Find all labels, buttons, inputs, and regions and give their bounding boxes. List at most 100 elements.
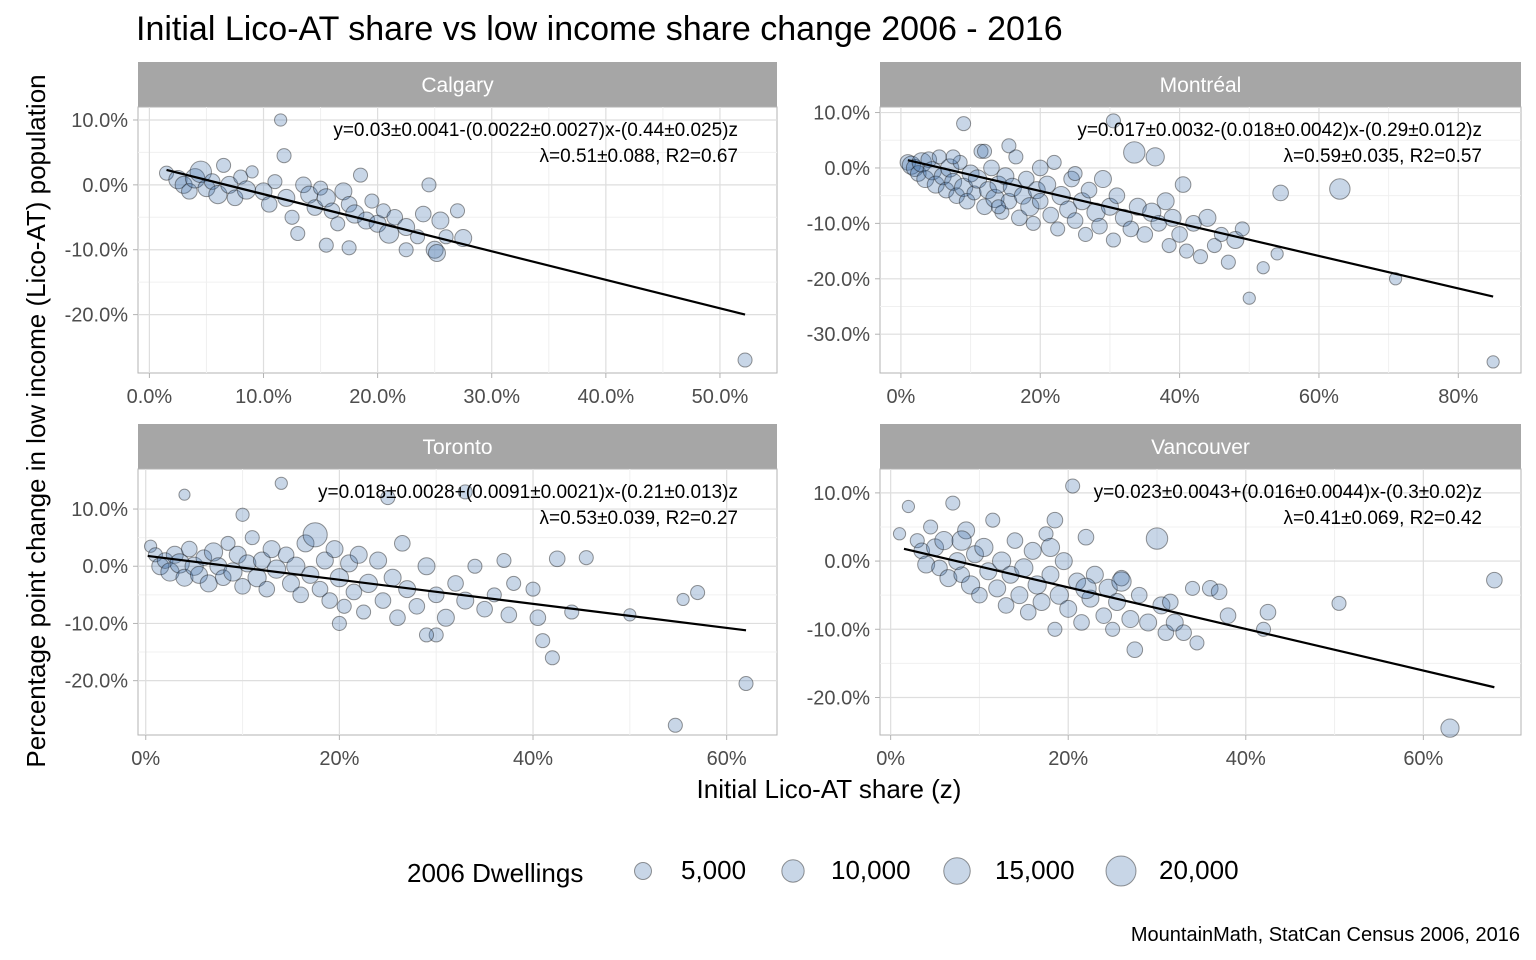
data-point-toronto [690,585,706,601]
data-point-montral [1078,226,1094,242]
x-axis-title: Initial Lico-AT share (z) [697,774,962,804]
data-point-montral [937,181,955,199]
data-point-montral [973,143,989,159]
data-point-montral [1198,208,1217,227]
data-point-montral [990,199,1006,215]
data-point-montral [1020,197,1040,217]
strip-montreal [880,62,1521,107]
data-point-calgary [295,176,312,194]
x-tick-label: 0.0% [127,386,173,408]
data-point-toronto [506,575,522,591]
stats-montreal: λ=0.59±0.035, R2=0.57 [1284,146,1482,167]
data-point-montral [910,165,927,182]
data-point-montral [948,187,965,204]
data-point-calgary [431,211,450,230]
data-point-montral [1114,208,1133,227]
data-point-montral [1174,176,1192,193]
data-point-montral [1206,238,1222,254]
data-point-montral [1234,221,1250,237]
data-point-calgary [352,167,369,183]
data-point-montral [1025,215,1041,231]
strip-label-toronto: Toronto [422,436,492,459]
x-tick-label: 80% [1438,386,1478,408]
y-tick-label: 0.0% [824,551,870,573]
data-point-toronto [252,551,271,570]
data-point-calgary [341,240,357,256]
data-point-toronto [175,568,194,587]
data-point-calgary [318,237,334,253]
y-ticks-montreal: 10.0% 0.0% -10.0% -20.0% -30.0% [807,103,880,346]
data-point-vancouver [985,512,1001,528]
data-point-vancouver [1010,586,1029,605]
data-point-calgary [181,183,198,200]
data-point-vancouver [1189,635,1205,651]
strip-toronto [138,424,777,469]
data-point-vancouver [1184,580,1201,596]
data-point-vancouver [1121,610,1140,629]
equation-calgary: y=0.03±0.0041-(0.0022±0.0027)x-(0.44±0.0… [333,120,738,141]
data-point-montral [1128,197,1147,216]
data-point-montral [956,116,972,132]
data-point-calgary [334,182,353,201]
y-tick-label: -10.0% [807,619,871,641]
data-point-vancouver [1162,593,1179,611]
data-point-montral [926,175,945,194]
legend-key-label: 20,000 [1159,855,1239,885]
data-point-montral [1031,159,1049,177]
y-tick-label: 0.0% [82,175,128,197]
data-point-montral [931,149,947,165]
data-point-toronto [336,598,352,614]
x-tick-label: 40% [513,748,553,770]
data-point-vancouver [1130,586,1148,604]
data-point-toronto [374,592,392,609]
x-tick-label: 10.0% [235,386,292,408]
data-point-toronto [228,545,247,564]
y-tick-label: -20.0% [807,687,871,709]
data-point-toronto [180,540,198,558]
x-tick-label: 20% [319,748,359,770]
data-point-montral [994,204,1010,220]
plot-area-toronto [137,468,778,736]
data-point-toronto [262,540,281,559]
y-tick-label: 0.0% [824,158,870,180]
gridlines-calgary [138,107,777,373]
plot-area-montreal [879,106,1522,374]
data-point-montral [1031,192,1049,210]
y-tick-label: -10.0% [807,213,871,235]
x-tick-label: 50.0% [692,386,749,408]
data-point-vancouver [1331,595,1347,611]
data-point-toronto [277,546,295,564]
gridlines-vancouver [880,469,1521,735]
data-point-montral [958,192,976,210]
data-point-vancouver [1165,613,1184,632]
strip-label-montreal: Montréal [1160,74,1242,97]
data-point-montral [1272,184,1289,202]
data-point-calgary [284,209,300,225]
y-axis-title: Percentage point change in low income (L… [21,74,51,767]
data-point-toronto [408,597,426,615]
data-point-montral [916,170,935,189]
chart-title: Initial Lico-AT share vs low income shar… [136,10,1063,48]
data-point-calgary [364,193,380,209]
legend-key-circle [943,857,971,885]
data-point-toronto [383,568,402,587]
data-point-toronto [244,530,260,546]
y-tick-label: -20.0% [65,671,129,693]
data-point-vancouver [1175,624,1192,642]
x-tick-label: 60% [1299,386,1339,408]
data-point-vancouver [971,586,988,604]
legend-key-label: 5,000 [681,855,746,885]
y-tick-label: 10.0% [71,499,128,521]
data-point-vancouver [1157,624,1175,642]
data-point-toronto [476,600,493,618]
data-point-vancouver [923,519,939,535]
data-point-montral [1008,149,1024,165]
data-point-vancouver [1059,599,1078,618]
data-point-vancouver [1006,532,1024,549]
data-point-montral [1270,247,1284,261]
data-point-vancouver [1085,565,1104,584]
x-tick-label: 40.0% [577,386,634,408]
strip-label-vancouver: Vancouver [1151,436,1250,459]
size-legend: 2006 Dwellings 5,000 10,000 15,000 20,000 [407,855,1239,888]
fit-line-vancouver [903,547,1495,689]
